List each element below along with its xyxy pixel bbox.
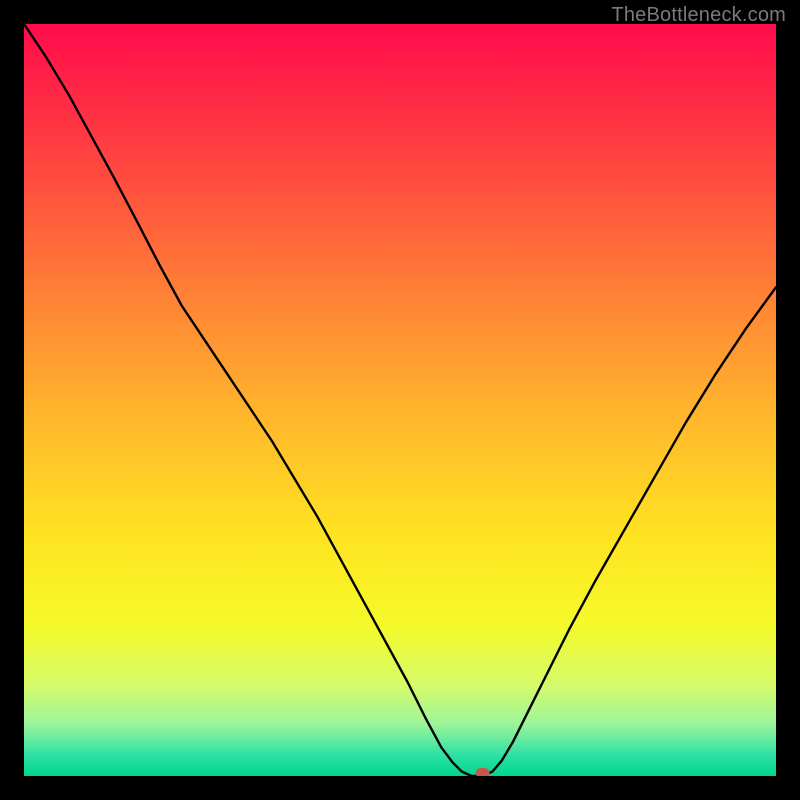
bottleneck-chart-svg (24, 24, 776, 776)
optimal-point-marker (476, 768, 490, 776)
chart-plot-area (24, 24, 776, 776)
watermark-text: TheBottleneck.com (611, 4, 786, 27)
chart-background-gradient (24, 24, 776, 776)
